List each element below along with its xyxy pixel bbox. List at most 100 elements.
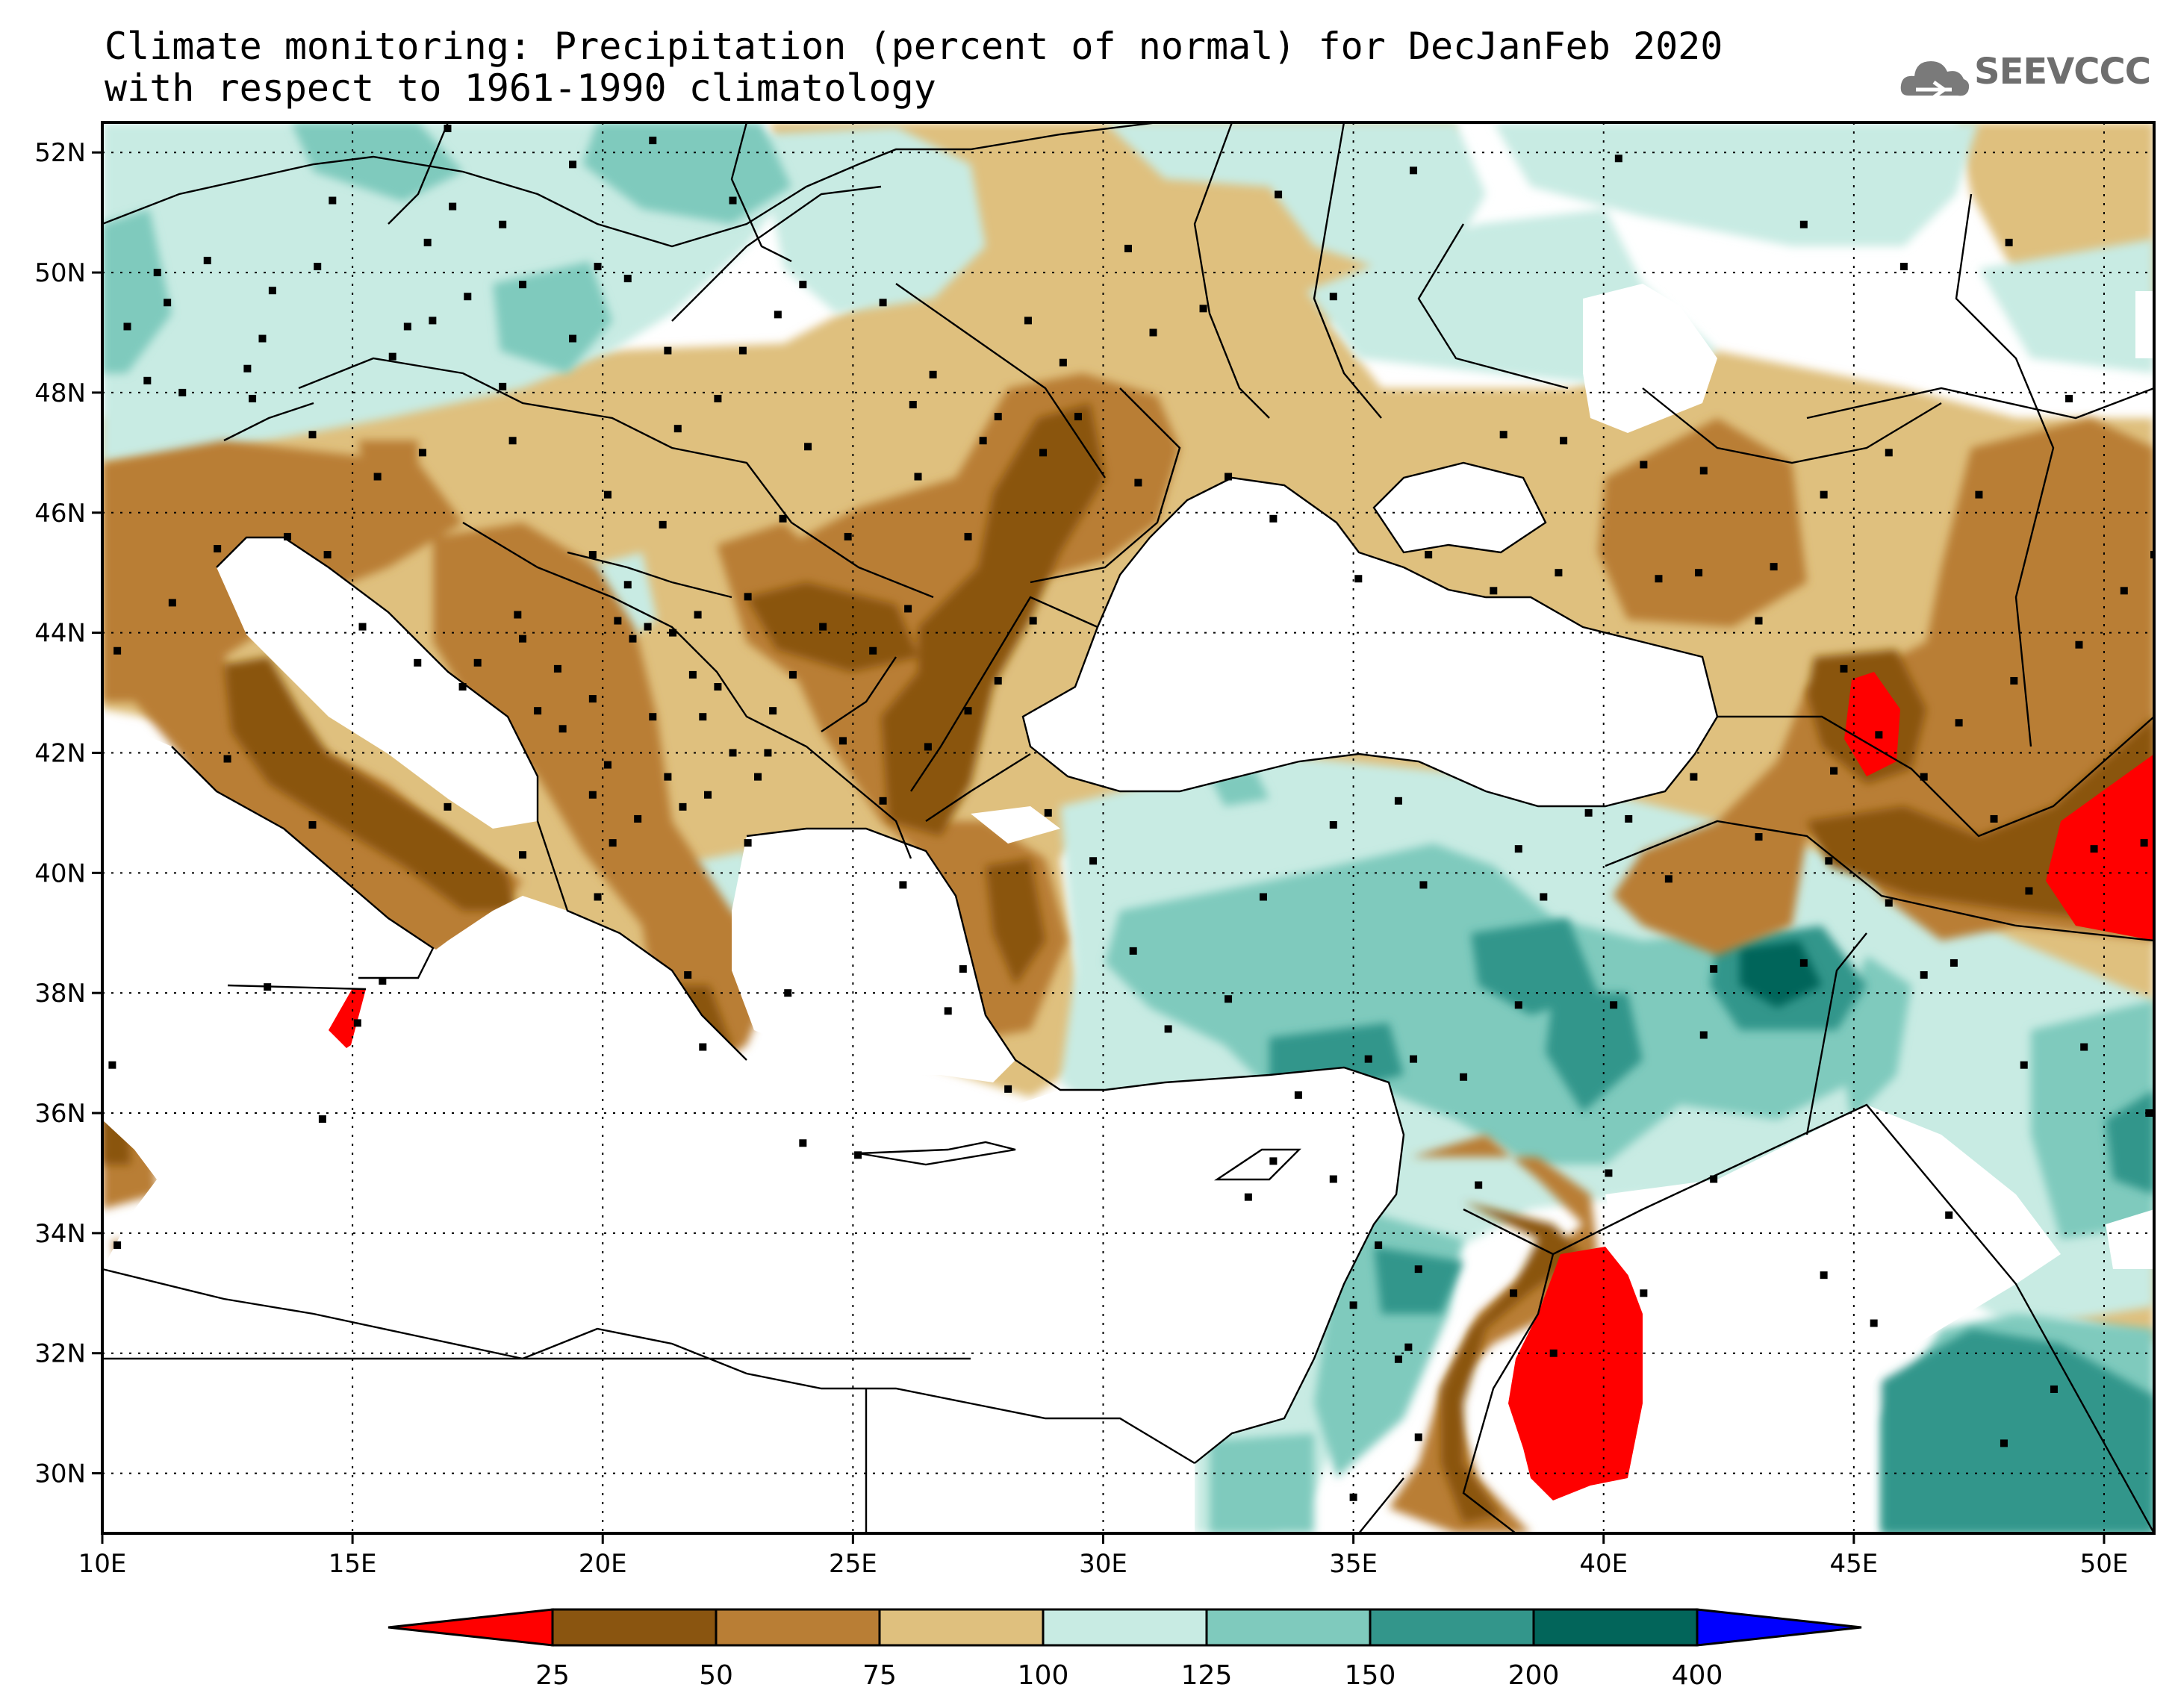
station-marker bbox=[1755, 833, 1763, 841]
station-marker bbox=[649, 713, 657, 721]
station-marker bbox=[1259, 893, 1267, 901]
station-marker bbox=[603, 761, 612, 769]
station-marker bbox=[1225, 995, 1233, 1003]
legend-label: 400 bbox=[1672, 1660, 1723, 1691]
station-marker bbox=[588, 695, 597, 703]
station-marker bbox=[799, 281, 807, 289]
station-marker bbox=[214, 545, 222, 553]
station-marker bbox=[308, 820, 317, 829]
station-marker bbox=[664, 773, 672, 781]
station-marker bbox=[714, 683, 722, 691]
gridlines bbox=[102, 122, 2154, 1533]
legend-label: 50 bbox=[699, 1660, 733, 1691]
station-marker bbox=[1089, 857, 1098, 865]
station-marker bbox=[1945, 1211, 1953, 1219]
station-marker bbox=[2050, 1385, 2058, 1393]
station-marker bbox=[979, 437, 987, 445]
legend-label: 125 bbox=[1181, 1660, 1233, 1691]
station-marker bbox=[1870, 1319, 1878, 1327]
station-marker bbox=[1840, 664, 1848, 673]
station-marker bbox=[1410, 166, 1418, 175]
station-marker bbox=[444, 802, 452, 811]
station-marker bbox=[143, 376, 152, 384]
x-tick-label: 20E bbox=[579, 1549, 627, 1579]
station-marker bbox=[1004, 1085, 1012, 1093]
station-marker bbox=[1354, 575, 1363, 583]
station-marker bbox=[699, 713, 707, 721]
station-marker bbox=[623, 275, 632, 283]
station-marker bbox=[729, 196, 737, 205]
station-marker bbox=[373, 473, 382, 481]
station-marker bbox=[879, 797, 887, 805]
station-marker bbox=[1329, 293, 1337, 301]
station-marker bbox=[1820, 490, 1828, 499]
station-marker bbox=[1329, 1175, 1337, 1183]
station-marker bbox=[569, 160, 577, 169]
station-marker bbox=[258, 334, 267, 343]
station-marker bbox=[379, 977, 387, 985]
station-marker bbox=[1124, 244, 1132, 252]
station-marker bbox=[1460, 1073, 1468, 1081]
station-marker bbox=[649, 137, 657, 145]
station-marker bbox=[1690, 773, 1698, 781]
y-tick-label: 36N bbox=[34, 1099, 86, 1129]
station-marker bbox=[799, 1139, 807, 1147]
station-marker bbox=[1710, 965, 1718, 973]
station-marker bbox=[1425, 551, 1433, 559]
station-marker bbox=[744, 839, 752, 847]
station-marker bbox=[1699, 467, 1708, 475]
station-marker bbox=[2020, 1061, 2028, 1069]
station-marker bbox=[673, 425, 682, 433]
station-marker bbox=[123, 322, 131, 331]
station-marker bbox=[1605, 1169, 1613, 1177]
station-marker bbox=[1044, 808, 1052, 817]
station-marker bbox=[959, 965, 967, 973]
x-tick-label: 15E bbox=[329, 1549, 377, 1579]
station-marker bbox=[614, 617, 622, 625]
station-marker bbox=[1825, 857, 1833, 865]
station-marker bbox=[1244, 1193, 1252, 1201]
station-marker bbox=[804, 443, 812, 451]
station-marker bbox=[644, 623, 652, 631]
legend-swatch bbox=[1205, 1608, 1372, 1647]
station-marker bbox=[1349, 1493, 1357, 1501]
legend-label: 200 bbox=[1508, 1660, 1560, 1691]
station-marker bbox=[1640, 1289, 1648, 1297]
station-marker bbox=[699, 1043, 707, 1051]
station-marker bbox=[929, 370, 937, 378]
station-marker bbox=[964, 532, 972, 540]
station-marker bbox=[1710, 1175, 1718, 1183]
y-axis: 30N 32N 34N 36N 38N 40N 42N 44N 46N 48N 50N 52N bbox=[34, 138, 102, 1489]
station-marker bbox=[2000, 1439, 2008, 1447]
station-marker bbox=[2120, 587, 2128, 595]
station-marker bbox=[1955, 719, 1963, 727]
station-marker bbox=[879, 299, 887, 307]
station-marker bbox=[308, 431, 317, 439]
x-tick-label: 50E bbox=[2080, 1549, 2129, 1579]
station-marker bbox=[558, 725, 567, 733]
legend-label: 150 bbox=[1345, 1660, 1396, 1691]
station-marker bbox=[659, 520, 667, 529]
station-marker bbox=[444, 125, 452, 133]
station-marker bbox=[353, 1019, 361, 1027]
station-marker bbox=[2080, 1043, 2088, 1051]
station-marker bbox=[1419, 881, 1428, 889]
station-marker bbox=[779, 514, 787, 523]
station-marker bbox=[1134, 479, 1142, 487]
legend-arrow-high bbox=[1696, 1608, 1862, 1647]
map-title-line-2: with respect to 1961-1990 climatology bbox=[105, 66, 936, 110]
station-marker bbox=[418, 449, 426, 457]
x-tick-label: 30E bbox=[1079, 1549, 1127, 1579]
y-tick-label: 50N bbox=[34, 258, 86, 288]
station-marker bbox=[2145, 1109, 2153, 1118]
station-marker bbox=[1225, 473, 1233, 481]
station-marker bbox=[714, 394, 722, 402]
station-marker bbox=[1149, 328, 1157, 337]
station-marker bbox=[819, 623, 827, 631]
station-marker bbox=[1490, 587, 1498, 595]
station-marker bbox=[1375, 1241, 1383, 1249]
station-marker bbox=[2150, 551, 2154, 559]
station-marker bbox=[1410, 1055, 1418, 1063]
legend-label: 75 bbox=[862, 1660, 897, 1691]
